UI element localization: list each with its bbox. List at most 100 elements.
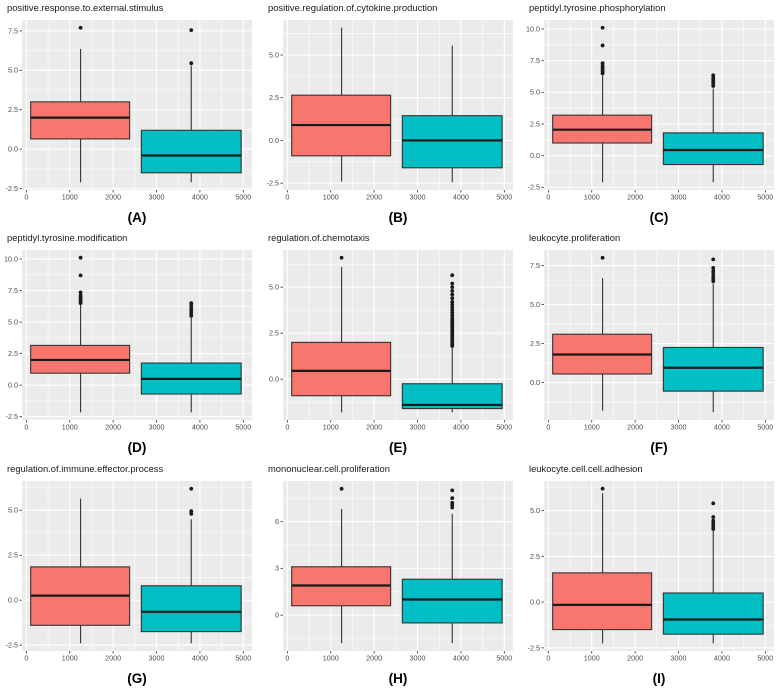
outlier-point-red [78, 255, 83, 260]
outlier-point-red [78, 293, 83, 298]
y-tick-label: 7.5 [530, 56, 540, 65]
panel-title: regulation.of.immune.effector.process [7, 463, 163, 474]
x-tick-label: 0 [546, 654, 550, 663]
y-tick-label: -2.5 [267, 179, 279, 188]
outlier-point-teal [711, 501, 716, 506]
x-tick-label: 0 [285, 423, 289, 432]
panel-E: 0.0 2.5 5.0 0 1000 2000 3000 4000 5000 regulation… [261, 230, 522, 461]
panel-G: -2.5 0.0 2.5 5.0 0 1000 2000 3000 4000 5000 regula… [0, 461, 261, 692]
outlier-point-teal [711, 521, 716, 526]
outlier-point-red [600, 43, 605, 48]
x-tick-label: 2000 [366, 423, 382, 432]
panel-letter: (C) [650, 210, 669, 225]
box-teal [662, 132, 764, 166]
y-tick-label: 7.5 [530, 261, 540, 270]
x-tick-label: 0 [285, 654, 289, 663]
x-tick-label: 4000 [192, 654, 208, 663]
x-tick-label: 4000 [453, 423, 469, 432]
panel-letter: (E) [389, 440, 407, 455]
boxplot-svg: -2.5 0.0 2.5 5.0 7.5 10.0 0 1000 2000 3000 4000 500… [526, 2, 774, 225]
panel-letter: (D) [128, 440, 147, 455]
plot-area [283, 481, 513, 651]
x-tick-label: 1000 [584, 654, 600, 663]
y-tick-label: -2.5 [6, 184, 18, 193]
x-tick-label: 2000 [627, 654, 643, 663]
y-tick-label: -2.5 [528, 643, 540, 652]
y-tick-label: -2.5 [528, 183, 540, 192]
outlier-point-teal [189, 509, 194, 514]
panel-letter: (A) [128, 210, 147, 225]
y-tick-label: 2.5 [8, 349, 18, 358]
outlier-point-teal [711, 73, 716, 78]
outlier-point-teal [450, 292, 455, 297]
x-tick-label: 0 [546, 423, 550, 432]
y-tick-label: 2.5 [8, 551, 18, 560]
outlier-point-teal [189, 486, 194, 491]
boxplot-svg: -2.5 0.0 2.5 5.0 0 1000 2000 3000 4000 5000 positi… [267, 2, 513, 225]
x-tick-label: 0 [24, 654, 28, 663]
y-tick-label: 0.0 [8, 145, 18, 154]
x-tick-label: 0 [546, 193, 550, 202]
y-tick-label: 5.0 [530, 300, 540, 309]
y-tick-label: 0.0 [530, 598, 540, 607]
outlier-point-teal [450, 299, 455, 304]
boxplot-svg: -2.5 0.0 2.5 5.0 7.5 10.0 0 1000 2000 3000 4000 500… [4, 232, 252, 455]
x-tick-label: 1000 [62, 654, 78, 663]
y-tick-label: 2.5 [530, 119, 540, 128]
outlier-point-teal [189, 61, 194, 66]
x-tick-label: 5000 [757, 423, 773, 432]
outlier-point-red [339, 255, 344, 260]
panel-I: -2.5 0.0 2.5 5.0 0 1000 2000 3000 4000 5000 leukoc… [522, 461, 784, 692]
y-tick-label: 0.0 [530, 151, 540, 160]
box-teal [401, 115, 503, 169]
x-tick-label: 2000 [105, 654, 121, 663]
panel-letter: (I) [653, 671, 666, 686]
outlier-point-teal [711, 274, 716, 279]
outlier-point-teal [450, 488, 455, 493]
panel-title: positive.response.to.external.stimulus [7, 2, 164, 13]
outlier-point-red [600, 255, 605, 260]
x-tick-label: 5000 [496, 193, 512, 202]
x-tick-label: 4000 [453, 654, 469, 663]
panel-letter: (H) [389, 671, 408, 686]
boxplot-svg: 0.0 2.5 5.0 0 1000 2000 3000 4000 5000 regulation… [268, 232, 513, 455]
y-tick-label: 0.0 [8, 381, 18, 390]
outlier-point-teal [450, 313, 455, 318]
panel-A: -2.5 0.0 2.5 5.0 7.5 0 1000 2000 3000 4000 5000 pos… [0, 0, 261, 230]
y-tick-label: 3 [275, 564, 279, 573]
panel-letter: (B) [389, 210, 408, 225]
x-tick-label: 3000 [149, 193, 165, 202]
panel-title: regulation.of.chemotaxis [268, 232, 370, 243]
y-tick-label: -2.5 [6, 412, 18, 421]
y-tick-label: 2.5 [530, 339, 540, 348]
box-teal [140, 585, 242, 633]
y-tick-label: 0.0 [8, 596, 18, 605]
x-tick-label: 4000 [714, 654, 730, 663]
y-tick-label: 0 [275, 611, 279, 620]
x-tick-label: 5000 [496, 654, 512, 663]
outlier-point-teal [450, 302, 455, 307]
panel-C: -2.5 0.0 2.5 5.0 7.5 10.0 0 1000 2000 3000 4000 500… [522, 0, 784, 230]
outlier-point-teal [450, 496, 455, 501]
y-tick-label: 5.0 [8, 66, 18, 75]
outlier-point-teal [189, 511, 194, 516]
panel-D: -2.5 0.0 2.5 5.0 7.5 10.0 0 1000 2000 3000 4000 500… [0, 230, 261, 461]
x-tick-label: 3000 [671, 423, 687, 432]
outlier-point-teal [450, 296, 455, 301]
y-tick-label: 2.5 [269, 93, 279, 102]
outlier-point-teal [450, 281, 455, 286]
outlier-point-teal [189, 28, 194, 32]
panel-title: leukocyte.proliferation [529, 232, 620, 243]
box-teal [662, 346, 764, 392]
box-teal [140, 129, 242, 174]
outlier-point-red [78, 273, 83, 278]
x-tick-label: 2000 [366, 193, 382, 202]
panel-letter: (G) [127, 671, 147, 686]
outlier-point-red [600, 61, 605, 66]
y-tick-label: 5.0 [8, 317, 18, 326]
outlier-point-teal [450, 500, 455, 505]
panel-H: 0 3 6 0 1000 2000 3000 4000 5000 mononuclear.cell… [261, 461, 522, 692]
panel-B: -2.5 0.0 2.5 5.0 0 1000 2000 3000 4000 5000 positi… [261, 0, 522, 230]
outlier-point-teal [711, 515, 716, 519]
panel-title: leukocyte.cell.cell.adhesion [529, 463, 643, 474]
